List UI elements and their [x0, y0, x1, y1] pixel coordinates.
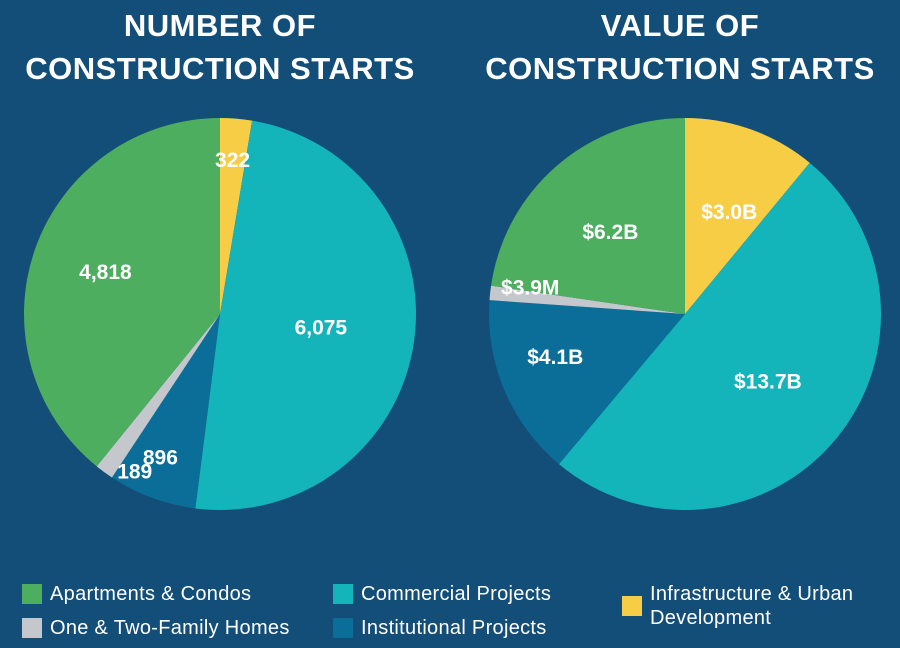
chart-title-value: VALUE OF CONSTRUCTION STARTS — [460, 4, 900, 90]
pie-slice-commercial-projects — [558, 162, 882, 511]
data-label-infrastructure-urban-development: 322 — [215, 149, 250, 172]
data-label-one-two-family-homes: $3.9M — [501, 277, 559, 300]
data-label-institutional-projects: 896 — [143, 447, 178, 470]
chart-title-line: NUMBER OF — [123, 8, 317, 43]
legend-swatch — [333, 584, 353, 604]
chart-title-number: NUMBER OF CONSTRUCTION STARTS — [0, 4, 440, 90]
data-label-infrastructure-urban-development: $3.0B — [701, 201, 757, 224]
legend-label: Commercial Projects — [361, 583, 552, 605]
pie-slice-institutional-projects — [111, 314, 220, 509]
legend-swatch — [22, 584, 42, 604]
data-label-commercial-projects: $13.7B — [734, 371, 802, 394]
legend: Apartments & Condos Commercial Projects … — [0, 572, 900, 648]
pie-slice-commercial-projects — [195, 120, 416, 510]
pie-slice-infrastructure-urban-development — [220, 118, 253, 314]
pie-slice-one-two-family-homes — [96, 314, 220, 478]
pie-slice-apartments-condos — [491, 118, 685, 314]
pie-slice-one-two-family-homes — [489, 285, 685, 314]
data-label-apartments-condos: 4,818 — [79, 261, 132, 284]
legend-swatch — [22, 618, 42, 638]
legend-label: Infrastructure & Urban Development — [650, 583, 854, 629]
pie-slice-infrastructure-urban-development — [685, 118, 810, 314]
legend-label: Apartments & Condos — [50, 583, 252, 605]
pie-slice-institutional-projects — [489, 300, 685, 465]
legend-item-institutional: Institutional Projects — [333, 616, 547, 640]
pie-slice-apartments-condos — [23, 118, 220, 467]
chart-title-line: VALUE OF — [600, 8, 760, 43]
data-label-institutional-projects: $4.1B — [527, 346, 583, 369]
chart-title-line: CONSTRUCTION STARTS — [485, 51, 875, 86]
legend-swatch — [333, 618, 353, 638]
legend-item-commercial: Commercial Projects — [333, 582, 551, 606]
legend-label: One & Two-Family Homes — [50, 617, 290, 639]
legend-label: Institutional Projects — [361, 617, 547, 639]
data-label-commercial-projects: 6,075 — [295, 316, 348, 339]
legend-item-infrastructure: Infrastructure & Urban Development — [622, 582, 892, 630]
legend-item-one-two-family: One & Two-Family Homes — [22, 616, 290, 640]
data-label-apartments-condos: $6.2B — [582, 221, 638, 244]
legend-item-apartments: Apartments & Condos — [22, 582, 251, 606]
legend-swatch — [622, 596, 642, 616]
data-label-one-two-family-homes: 189 — [117, 460, 152, 483]
pie-chart-value: $3.0B $13.7B $4.1B $3.9M $6.2B — [489, 118, 882, 511]
chart-title-line: CONSTRUCTION STARTS — [25, 51, 415, 86]
